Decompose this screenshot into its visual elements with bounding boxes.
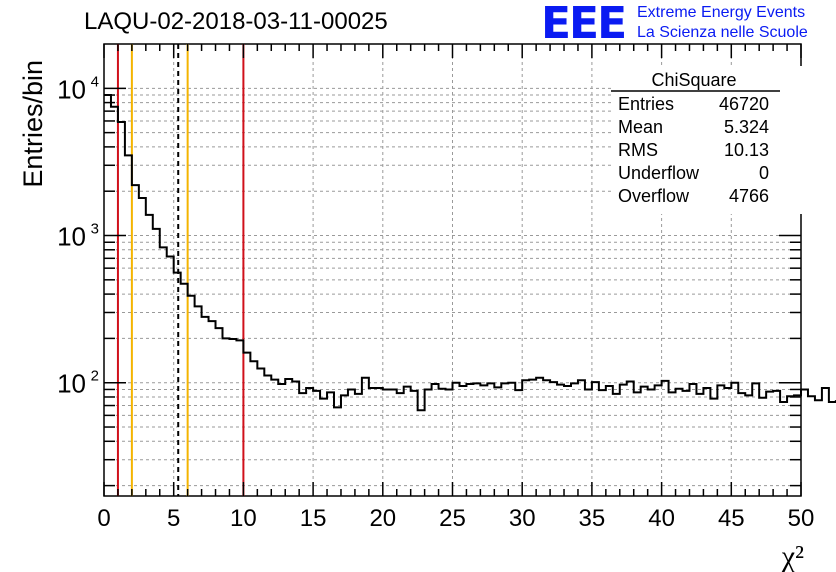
- x-tick-label: 25: [439, 505, 466, 532]
- x-tick-label: 50: [788, 505, 815, 532]
- stats-row-value: 4766: [729, 186, 769, 206]
- eee-logo: EEE: [541, 0, 627, 49]
- y-axis-label: Entries/bin: [18, 60, 48, 188]
- y-tick-exponent: 2: [91, 368, 99, 385]
- y-tick-label: 10: [57, 74, 86, 104]
- logo-subtitle-line1: Extreme Energy Events: [637, 4, 806, 21]
- x-tick-label: 30: [509, 505, 536, 532]
- y-tick-label: 10: [57, 222, 86, 252]
- y-tick-exponent: 4: [91, 73, 99, 90]
- x-tick-labels: 0 5 10 15 20 25 30 35 40 45 50: [97, 505, 814, 532]
- y-tick-exponent: 3: [91, 221, 99, 238]
- x-tick-label: 40: [648, 505, 675, 532]
- x-tick-label: 15: [300, 505, 327, 532]
- stats-row-value: 10.13: [724, 140, 769, 160]
- stats-row-label: Underflow: [618, 163, 700, 183]
- stats-row-label: Entries: [618, 94, 674, 114]
- x-tick-label: 10: [230, 505, 257, 532]
- stats-box: ChiSquare Entries 46720 Mean 5.324 RMS 10.13 U…: [611, 66, 803, 214]
- stats-row-label: Mean: [618, 117, 663, 137]
- y-tick-labels: 10 2 10 3 10 4: [57, 73, 99, 398]
- stats-title: ChiSquare: [651, 70, 736, 90]
- stats-row-label: Overflow: [618, 186, 690, 206]
- marker-lines: [116, 44, 245, 496]
- stats-row-value: 0: [759, 163, 769, 183]
- grid-lines: [104, 44, 801, 496]
- y-tick-label: 10: [57, 369, 86, 399]
- plot-title: LAQU-02-2018-03-11-00025: [84, 8, 388, 35]
- x-tick-label: 45: [718, 505, 745, 532]
- x-tick-label: 0: [97, 505, 110, 532]
- stats-row-value: 46720: [719, 94, 769, 114]
- x-tick-label: 5: [167, 505, 180, 532]
- x-tick-label: 20: [369, 505, 396, 532]
- stats-row-label: RMS: [618, 140, 658, 160]
- logo-subtitle-line2: La Scienza nelle Scuole: [637, 24, 808, 41]
- histogram-series: [104, 94, 836, 412]
- stats-row-value: 5.324: [724, 117, 769, 137]
- x-tick-label: 35: [579, 505, 606, 532]
- x-axis-label: χ²: [781, 540, 804, 572]
